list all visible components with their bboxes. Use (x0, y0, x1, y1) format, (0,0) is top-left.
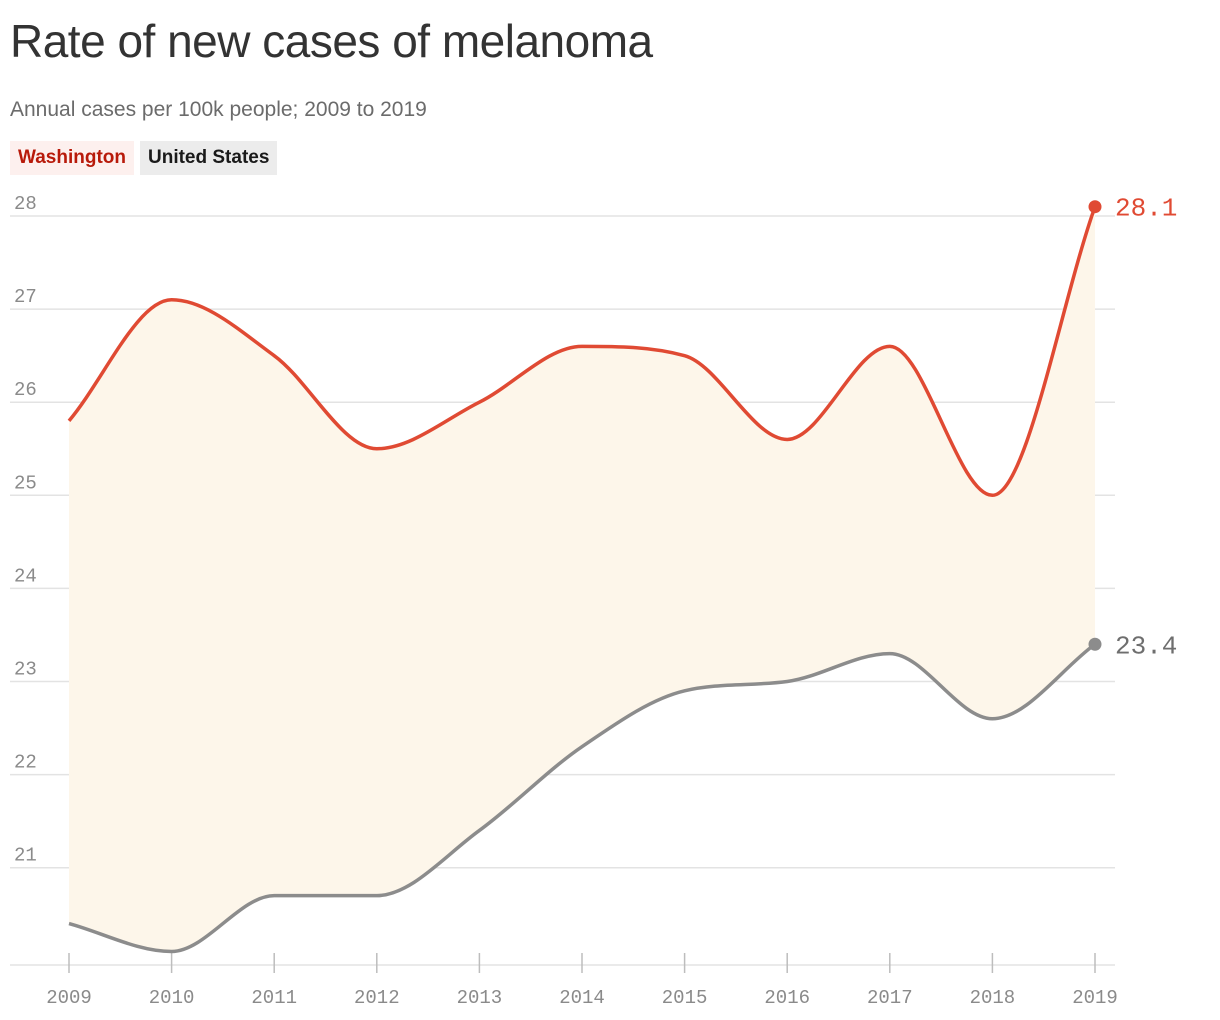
y-tick-label: 21 (14, 845, 37, 867)
x-tick-label: 2015 (662, 987, 708, 1009)
legend: Washington United States (10, 141, 278, 175)
x-tick-label: 2018 (970, 987, 1016, 1009)
y-tick-label: 26 (14, 379, 37, 401)
x-tick-label: 2016 (764, 987, 810, 1009)
series-line-washington (67, 206, 1097, 498)
y-tick-label: 25 (14, 472, 37, 494)
x-tick-label: 2014 (559, 987, 605, 1009)
y-tick-label: 22 (14, 752, 37, 774)
end-point-washington (1088, 200, 1102, 214)
x-tick-label: 2010 (149, 987, 195, 1009)
y-tick-label: 28 (14, 193, 37, 215)
y-axis: 21 22 23 24 25 26 27 28 (14, 193, 37, 867)
series-line-united-states (68, 642, 1097, 954)
end-label-united-states: 23.4 (1115, 631, 1177, 661)
y-tick-label: 24 (14, 565, 37, 587)
x-tick-label: 2017 (867, 987, 913, 1009)
y-tick-label: 23 (14, 659, 37, 681)
legend-item-washington: Washington (10, 141, 134, 175)
legend-item-united-states: United States (140, 141, 278, 175)
x-tick-label: 2012 (354, 987, 400, 1009)
y-tick-label: 27 (14, 286, 37, 308)
end-label-washington: 28.1 (1115, 194, 1177, 224)
chart-subtitle: Annual cases per 100k people; 2009 to 20… (10, 98, 427, 121)
end-point-united-states (1088, 637, 1102, 651)
chart-title: Rate of new cases of melanoma (10, 15, 653, 67)
x-tick-label: 2011 (251, 987, 297, 1009)
x-axis: 2009 2010 2011 2012 2013 2014 2015 2016 2017 2018… (46, 953, 1118, 1009)
x-tick-label: 2009 (46, 987, 92, 1009)
x-tick-label: 2019 (1072, 987, 1118, 1009)
x-tick-label: 2013 (457, 987, 503, 1009)
